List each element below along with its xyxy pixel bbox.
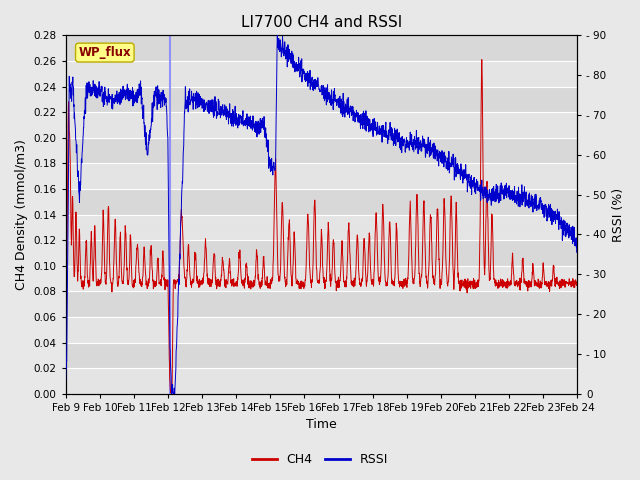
Bar [66, 266, 577, 291]
X-axis label: Time: Time [306, 419, 337, 432]
Bar [66, 317, 577, 343]
Bar [66, 368, 577, 394]
Legend: CH4, RSSI: CH4, RSSI [246, 448, 394, 471]
Bar [66, 163, 577, 189]
Bar [66, 112, 577, 138]
Y-axis label: CH4 Density (mmol/m3): CH4 Density (mmol/m3) [15, 139, 28, 290]
Bar [66, 61, 577, 86]
Title: LI7700 CH4 and RSSI: LI7700 CH4 and RSSI [241, 15, 402, 30]
Text: WP_flux: WP_flux [79, 46, 131, 59]
Bar [66, 215, 577, 240]
Y-axis label: RSSI (%): RSSI (%) [612, 188, 625, 241]
